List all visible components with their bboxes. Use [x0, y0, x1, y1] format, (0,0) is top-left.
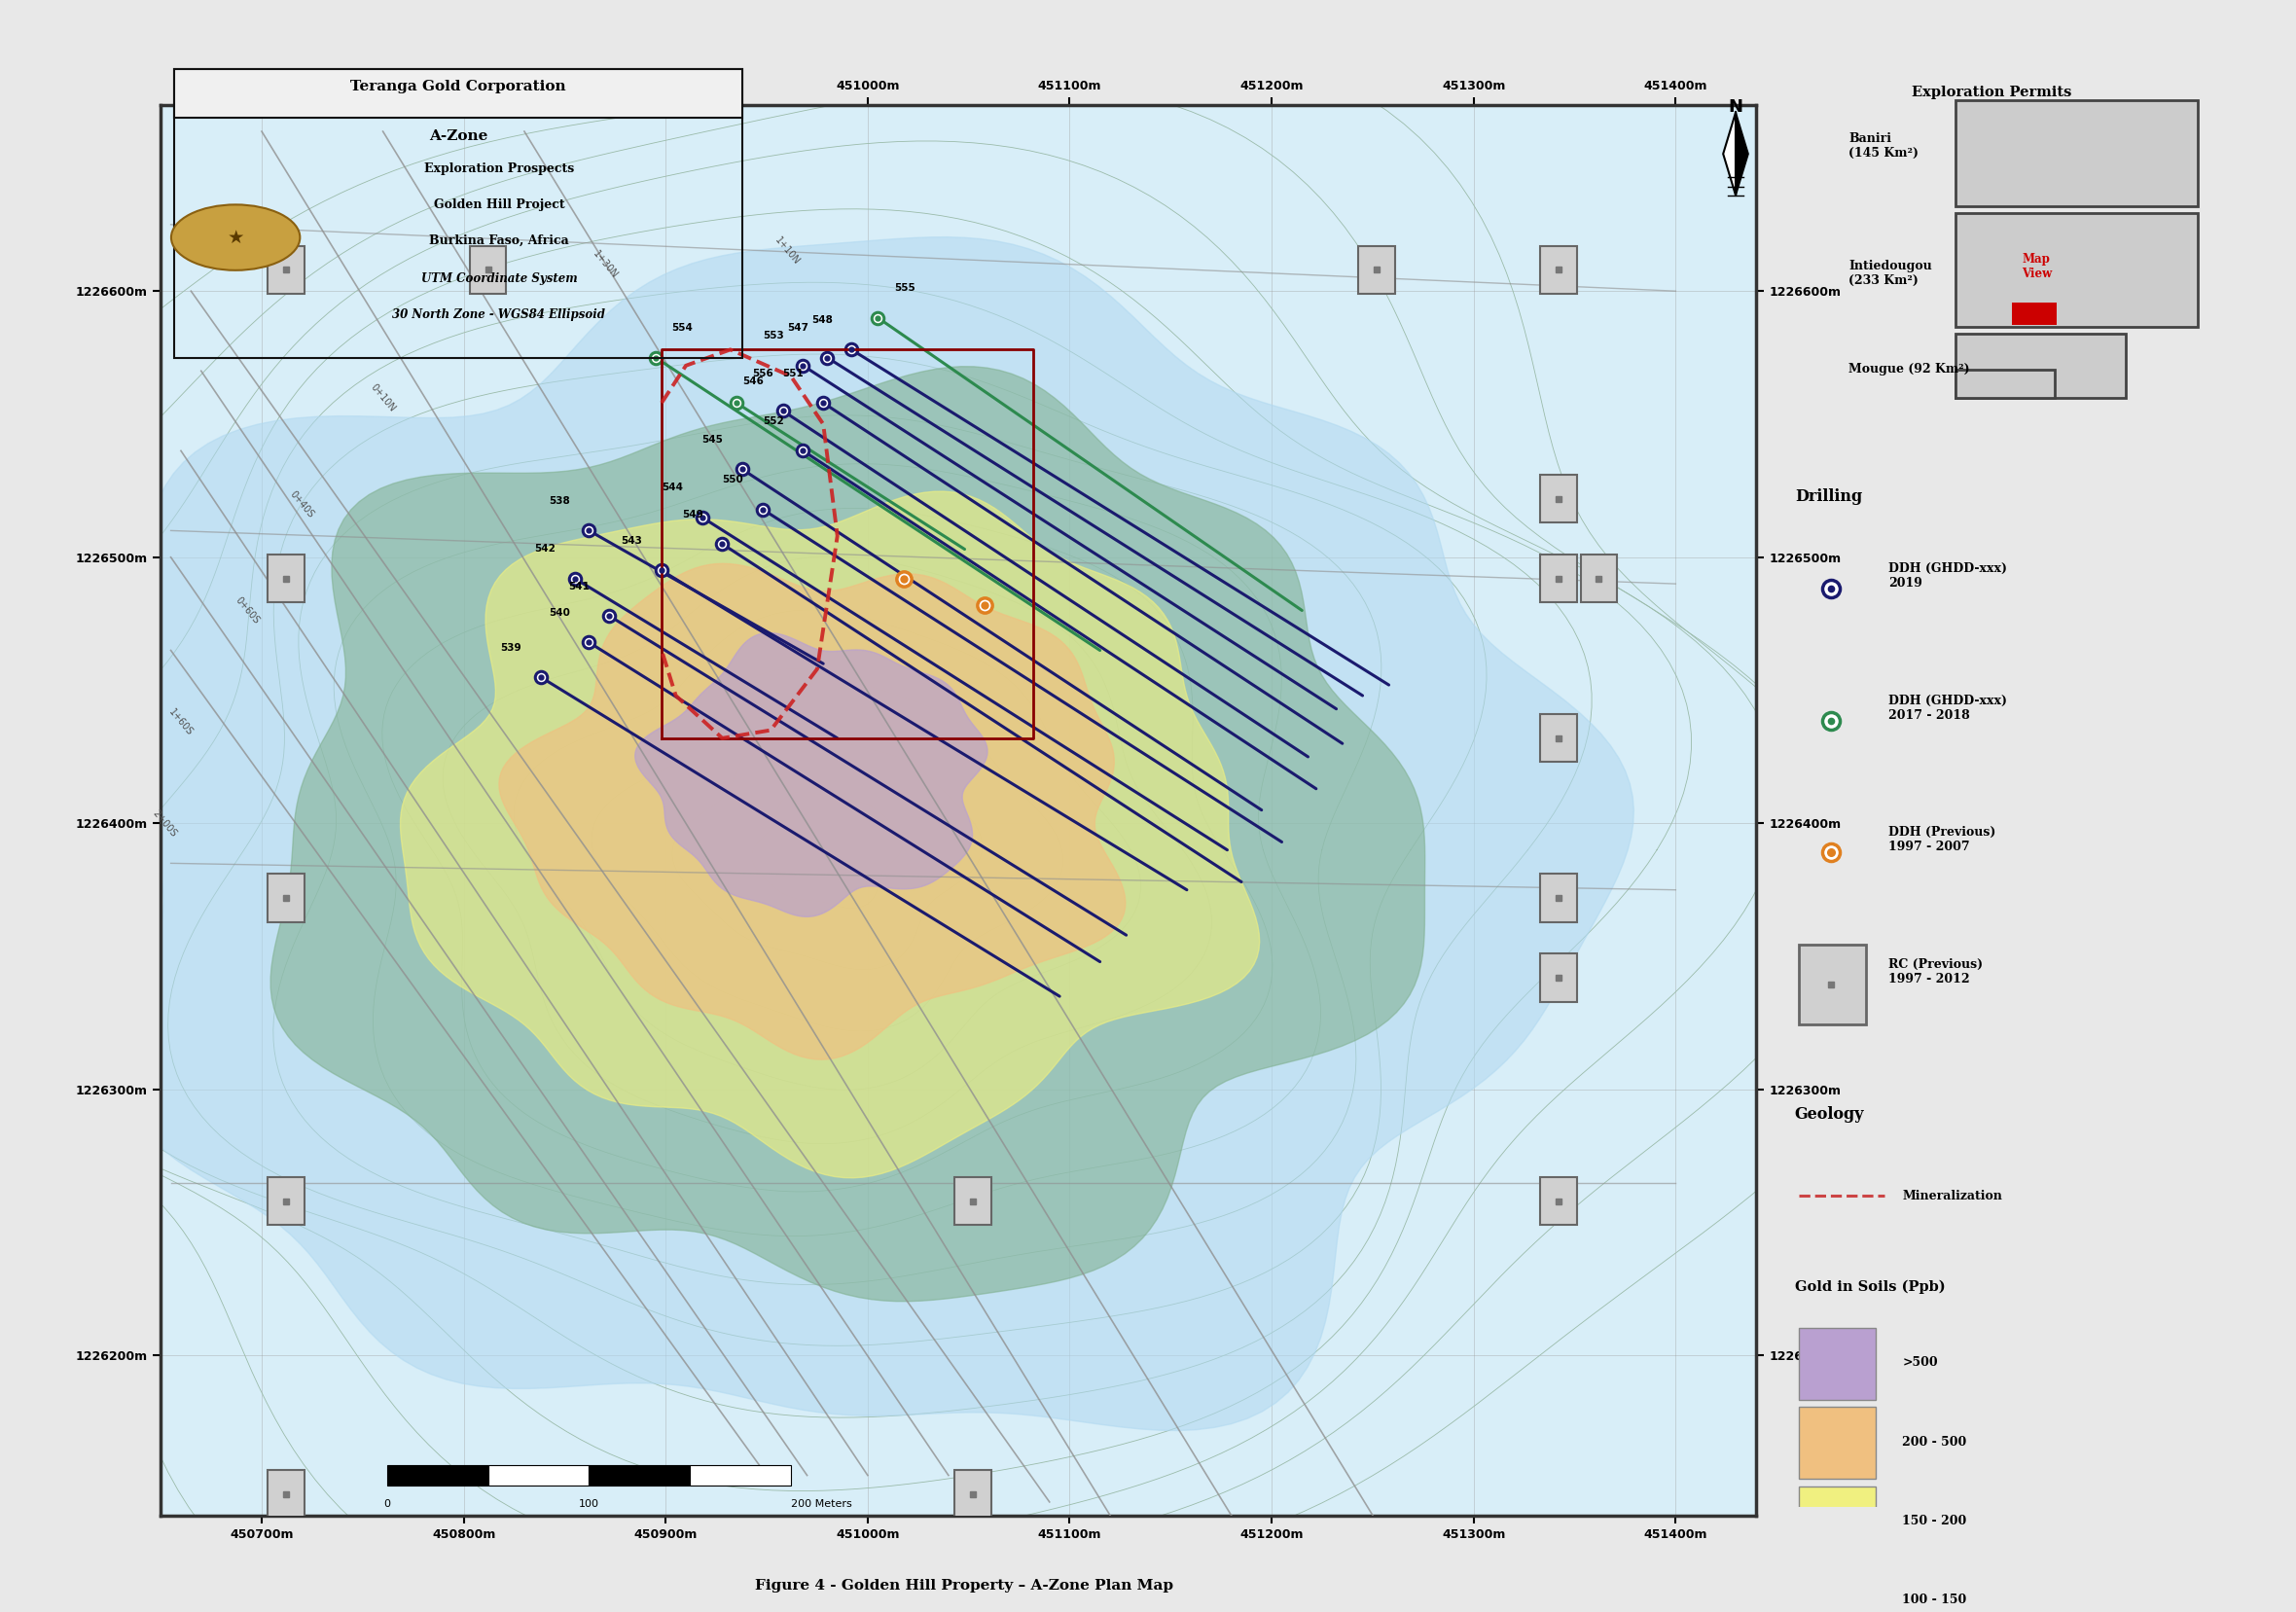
Polygon shape — [498, 564, 1125, 1059]
Text: 1+50N: 1+50N — [471, 248, 498, 280]
Polygon shape — [400, 492, 1261, 1178]
Bar — [269, 245, 303, 293]
Text: Teranga Gold Corporation: Teranga Gold Corporation — [351, 81, 565, 93]
Bar — [2011, 301, 2057, 326]
Bar — [1956, 369, 2055, 398]
Bar — [1800, 945, 1867, 1025]
Text: 540: 540 — [549, 608, 569, 617]
Text: DDH (Previous)
1997 - 2007: DDH (Previous) 1997 - 2007 — [1890, 827, 1995, 853]
Text: A-Zone: A-Zone — [429, 129, 487, 143]
Text: 555: 555 — [893, 284, 916, 293]
Text: Mineralization: Mineralization — [1901, 1190, 2002, 1203]
Polygon shape — [1736, 113, 1750, 195]
Text: 552: 552 — [762, 416, 783, 426]
Text: DDH (GHDD-xxx)
2017 - 2018: DDH (GHDD-xxx) 2017 - 2018 — [1890, 695, 2007, 722]
Text: 0+40S: 0+40S — [289, 488, 317, 519]
Text: 1+60S: 1+60S — [168, 708, 195, 737]
Bar — [955, 1177, 992, 1225]
Text: 548: 548 — [810, 316, 833, 326]
Bar — [1541, 245, 1577, 293]
Polygon shape — [1722, 113, 1736, 195]
Text: 30 North Zone - WGS84 Ellipsoid: 30 North Zone - WGS84 Ellipsoid — [393, 308, 606, 321]
Text: Baniri
(145 Km²): Baniri (145 Km²) — [1848, 132, 1919, 160]
Text: 554: 554 — [673, 324, 693, 334]
Text: Golden Hill Project: Golden Hill Project — [434, 198, 565, 211]
Text: DDH (GHDD-xxx)
2019: DDH (GHDD-xxx) 2019 — [1890, 563, 2007, 590]
Polygon shape — [119, 237, 1635, 1430]
Text: 1+10N: 1+10N — [774, 235, 801, 268]
Text: 538: 538 — [549, 496, 569, 506]
Text: ★: ★ — [227, 229, 243, 247]
Text: UTM Coordinate System: UTM Coordinate System — [420, 272, 576, 285]
Text: RC (Previous)
1997 - 2012: RC (Previous) 1997 - 2012 — [1890, 958, 1984, 985]
Text: 0+60S: 0+60S — [234, 595, 262, 625]
Text: 543: 543 — [622, 537, 643, 546]
Text: 539: 539 — [501, 643, 521, 653]
Bar — [955, 1470, 992, 1519]
Bar — [1541, 714, 1577, 762]
Bar — [489, 1465, 590, 1486]
Text: 200 - 500: 200 - 500 — [1901, 1435, 1968, 1448]
Text: Mougue (92 Km²): Mougue (92 Km²) — [1848, 363, 1970, 376]
Text: 100 - 150: 100 - 150 — [1901, 1594, 1968, 1607]
Bar — [1541, 555, 1577, 603]
Polygon shape — [636, 634, 987, 917]
Bar — [471, 245, 505, 293]
Text: Exploration Prospects: Exploration Prospects — [425, 163, 574, 176]
Bar — [1800, 1486, 1876, 1557]
Text: >500: >500 — [1901, 1356, 1938, 1369]
Text: N: N — [1729, 98, 1743, 116]
Text: 542: 542 — [535, 545, 556, 555]
Text: 547: 547 — [788, 324, 808, 334]
Text: Gold in Soils (Ppb): Gold in Soils (Ppb) — [1795, 1280, 1945, 1294]
Bar — [1580, 555, 1616, 603]
Bar — [689, 1465, 790, 1486]
Text: Geology: Geology — [1795, 1106, 1864, 1122]
Bar — [1800, 1328, 1876, 1399]
Bar — [1800, 1565, 1876, 1612]
Text: 545: 545 — [703, 435, 723, 445]
Bar — [1541, 1177, 1577, 1225]
Text: 200 Meters: 200 Meters — [790, 1499, 852, 1509]
Bar — [388, 1465, 489, 1486]
Text: 556: 556 — [753, 369, 774, 379]
Bar — [1541, 474, 1577, 522]
Bar — [174, 69, 742, 118]
Text: 541: 541 — [569, 582, 590, 592]
Bar — [1541, 954, 1577, 1001]
Bar — [1956, 334, 2126, 398]
Bar — [269, 555, 303, 603]
Bar — [269, 1470, 303, 1519]
Polygon shape — [271, 366, 1426, 1301]
Text: 0+10N: 0+10N — [370, 382, 397, 413]
Text: 549: 549 — [682, 509, 703, 519]
Text: Drilling: Drilling — [1795, 488, 1862, 505]
Text: 2+00S: 2+00S — [152, 808, 179, 838]
Circle shape — [172, 205, 301, 271]
Text: Burkina Faso, Africa: Burkina Faso, Africa — [429, 234, 569, 247]
Bar — [1956, 213, 2197, 327]
Text: Figure 4 - Golden Hill Property – A-Zone Plan Map: Figure 4 - Golden Hill Property – A-Zone… — [755, 1580, 1173, 1593]
Text: Map
View: Map View — [2020, 253, 2053, 280]
Text: Exploration Permits: Exploration Permits — [1913, 85, 2071, 100]
Bar — [1359, 245, 1396, 293]
Text: 1+30N: 1+30N — [590, 248, 620, 280]
Text: 0: 0 — [383, 1499, 390, 1509]
Text: 553: 553 — [762, 330, 783, 340]
Text: 150 - 200: 150 - 200 — [1901, 1515, 1968, 1527]
Text: 544: 544 — [661, 484, 682, 493]
Bar — [1541, 874, 1577, 922]
Text: Intiedougou
(233 Km²): Intiedougou (233 Km²) — [1848, 260, 1931, 287]
Text: 100: 100 — [579, 1499, 599, 1509]
Bar — [1800, 1407, 1876, 1478]
Bar — [269, 874, 303, 922]
Text: 546: 546 — [742, 377, 765, 387]
Text: 551: 551 — [783, 369, 804, 379]
Bar — [590, 1465, 689, 1486]
Text: 550: 550 — [723, 476, 744, 485]
Bar — [269, 1177, 303, 1225]
Bar — [1956, 100, 2197, 206]
